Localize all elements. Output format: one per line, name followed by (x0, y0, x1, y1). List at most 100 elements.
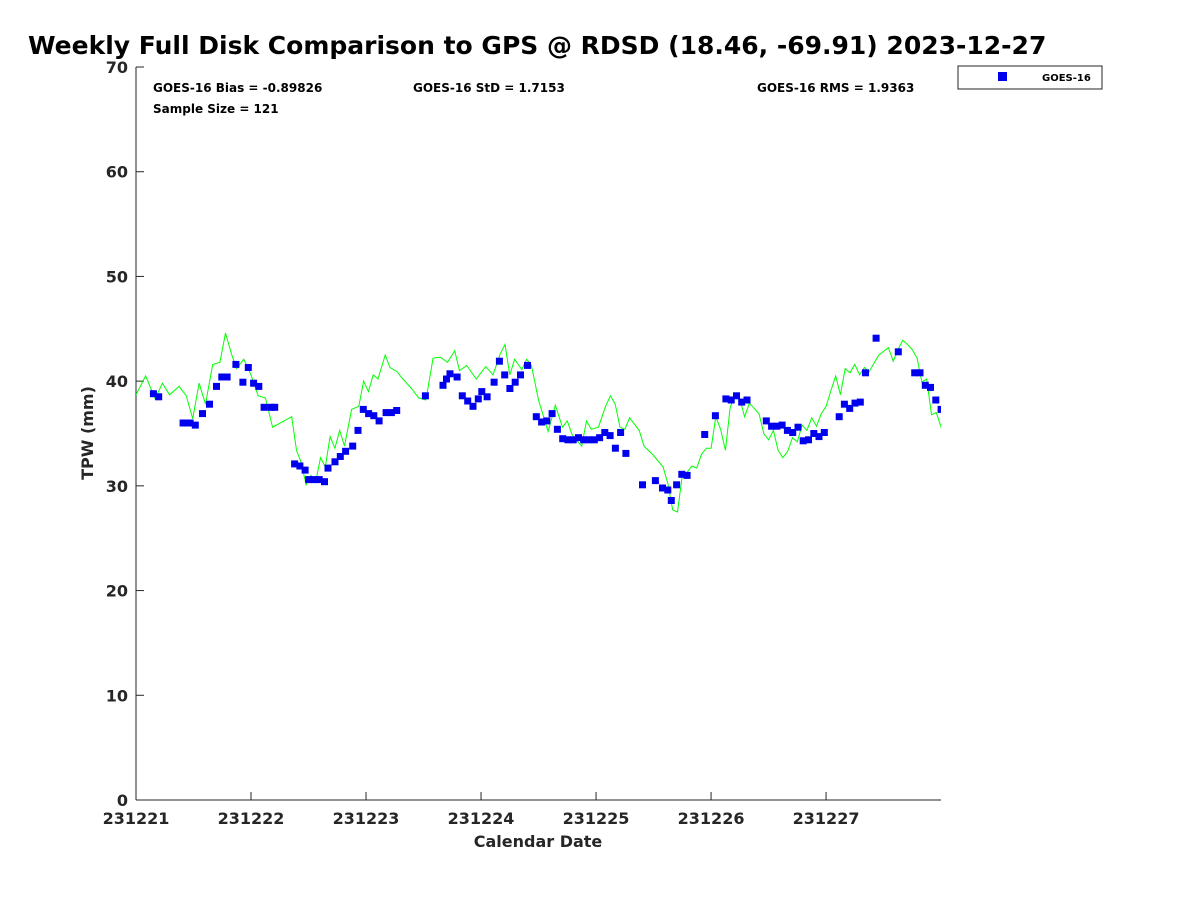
goes-point (301, 466, 309, 474)
goes-point (673, 481, 681, 489)
goes-point (937, 405, 941, 413)
goes-point (218, 373, 226, 381)
goes-point (495, 357, 503, 365)
goes-point (651, 477, 659, 485)
goes-point (916, 369, 924, 377)
goes-point (683, 471, 691, 479)
chart-title: Weekly Full Disk Comparison to GPS @ RDS… (28, 31, 1046, 60)
stat-rms: GOES-16 RMS = 1.9363 (757, 81, 914, 95)
goes-point (291, 460, 299, 468)
goes-point (232, 360, 240, 368)
goes-point (580, 436, 588, 444)
y-axis-label: TPW (mm) (78, 386, 97, 480)
goes-point (501, 371, 509, 379)
x-axis-label: Calendar Date (474, 832, 603, 851)
goes-point (506, 385, 514, 392)
goes-point (365, 410, 373, 418)
goes-point (543, 417, 551, 425)
goes-point (835, 413, 843, 421)
goes-point (678, 470, 686, 478)
goes-point (768, 422, 776, 430)
stat-std: GOES-16 StD = 1.7153 (413, 81, 565, 95)
goes-point (213, 382, 220, 390)
goes-point (260, 403, 268, 411)
goes-point (443, 375, 450, 383)
series-layer (136, 332, 941, 513)
goes-point (762, 417, 770, 425)
goes-point (789, 429, 797, 436)
goes-point (911, 369, 919, 377)
goes-point (783, 426, 791, 434)
goes-point (667, 497, 675, 504)
goes-point (490, 378, 498, 386)
goes-point (255, 382, 263, 390)
goes-point (421, 392, 429, 400)
goes-point (206, 400, 213, 408)
goes-point (538, 418, 546, 426)
goes-point (439, 381, 447, 389)
goes-point (564, 436, 572, 444)
goes-point (474, 395, 482, 403)
goes-point (155, 393, 163, 401)
goes-point (701, 431, 709, 438)
goes-point (927, 383, 934, 391)
goes-point (387, 409, 395, 417)
goes-point (738, 398, 746, 406)
goes-point (778, 421, 786, 429)
x-tick-label: 231222 (218, 809, 285, 828)
goes-point (239, 378, 247, 386)
goes-point (611, 444, 619, 452)
goes-point (370, 412, 378, 420)
goes-point (271, 403, 279, 411)
goes-point (711, 412, 719, 420)
goes-point (773, 422, 781, 430)
goes-point (548, 410, 556, 418)
goes-point (305, 476, 313, 484)
goes-point (310, 476, 318, 484)
goes-point (932, 396, 940, 404)
goes-point (483, 393, 491, 401)
x-tick-label: 231227 (793, 809, 860, 828)
goes-point (622, 449, 630, 457)
goes-point (321, 478, 328, 486)
goes-point (820, 429, 828, 436)
goes-point (553, 425, 561, 433)
x-tick-label: 231226 (678, 809, 745, 828)
goes-point (244, 364, 252, 371)
goes-point (469, 402, 477, 410)
goes-point (296, 462, 304, 470)
axes: 0 10 20 30 40 50 60 70 231221 231222 231223 231224 2… (103, 58, 941, 828)
goes-point (382, 409, 390, 417)
goes-point (336, 453, 344, 460)
goes-point (149, 390, 157, 398)
x-tick-label: 231221 (103, 809, 170, 828)
goes-point (872, 334, 880, 342)
goes-point (517, 371, 524, 379)
goes-point (331, 458, 339, 466)
x-tick-label: 231224 (448, 809, 515, 828)
goes-point (569, 436, 577, 444)
goes-point (559, 435, 567, 443)
goes-point (840, 400, 848, 408)
legend-label: GOES-16 (1042, 73, 1091, 84)
goes-point (446, 370, 454, 378)
goes-point (575, 434, 582, 442)
goes-point (856, 398, 864, 406)
goes-point (590, 436, 598, 444)
goes-point (733, 392, 740, 400)
goes-point (375, 417, 383, 425)
goes-point (846, 404, 854, 412)
goes-point (851, 399, 859, 407)
goes-point (524, 361, 531, 369)
goes-point (267, 403, 275, 411)
goes-point (315, 476, 323, 484)
goes-point (601, 429, 609, 436)
goes-point (324, 464, 332, 472)
goes-point (743, 396, 751, 404)
goes-point (805, 436, 812, 444)
y-tick-label: 40 (106, 372, 128, 391)
goes-point (862, 369, 869, 377)
goes-point (617, 429, 625, 436)
y-tick-label: 60 (106, 163, 128, 182)
